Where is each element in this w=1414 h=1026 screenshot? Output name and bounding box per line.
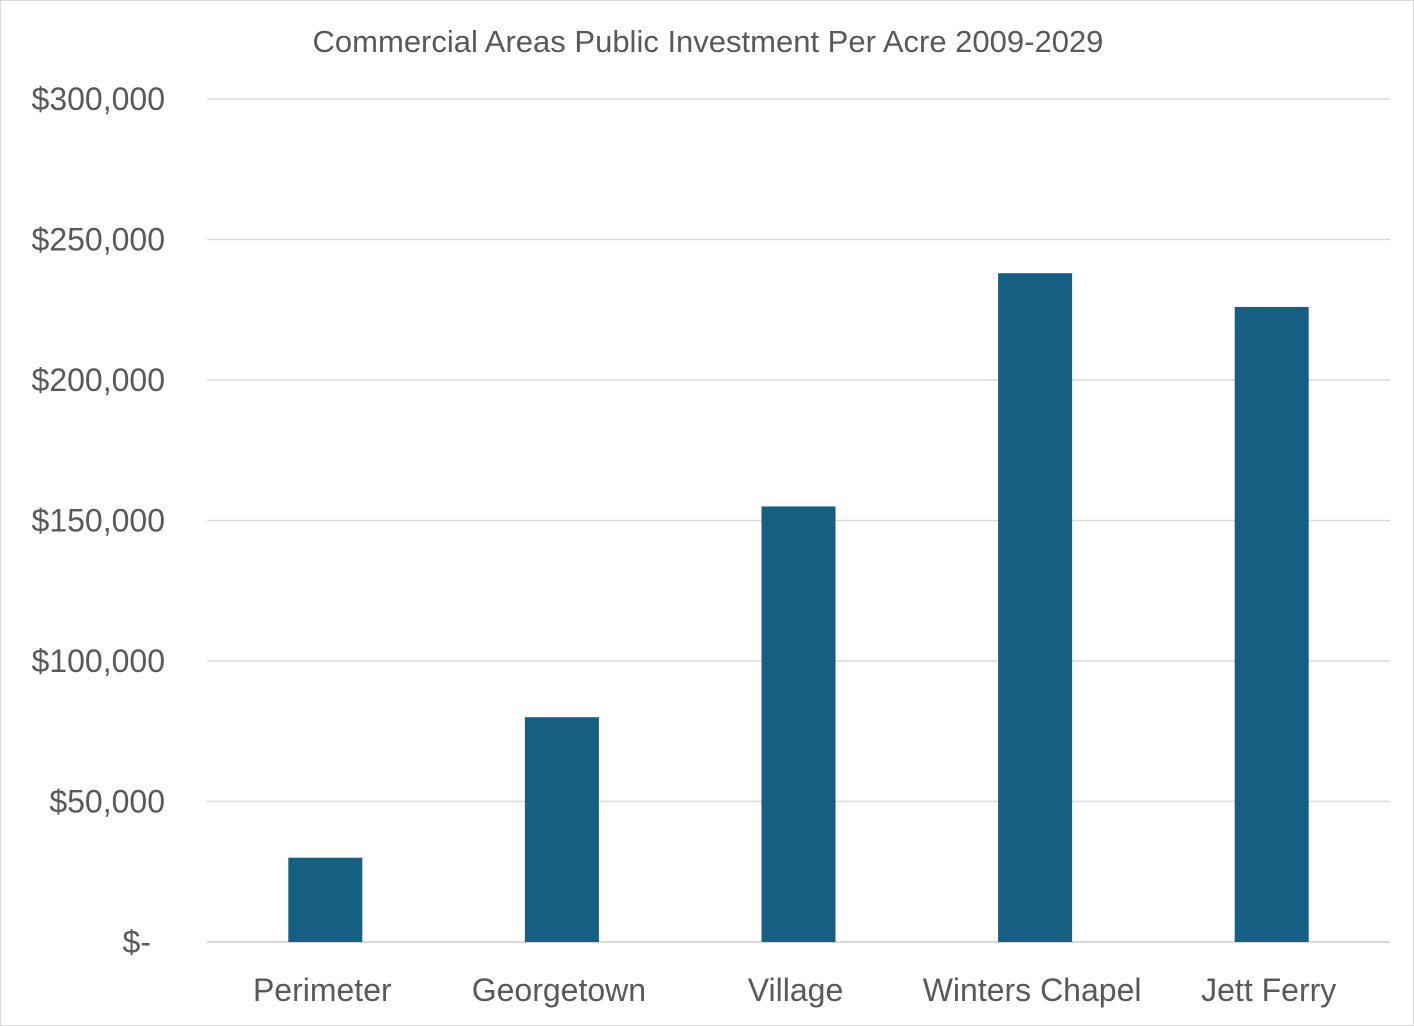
bar-georgetown bbox=[524, 717, 599, 942]
x-category-label: Jett Ferry bbox=[1201, 972, 1336, 1008]
y-tick-label: $300,000 bbox=[32, 81, 165, 117]
bar-jett-ferry bbox=[1234, 306, 1309, 942]
y-tick-label: $250,000 bbox=[32, 222, 165, 258]
x-category-label: Winters Chapel bbox=[923, 972, 1142, 1008]
bar-village bbox=[761, 506, 836, 942]
x-category-label: Georgetown bbox=[472, 972, 646, 1008]
x-category-label: Village bbox=[748, 972, 843, 1008]
chart-title: Commercial Areas Public Investment Per A… bbox=[313, 24, 1104, 59]
y-tick-label: $100,000 bbox=[32, 643, 165, 679]
y-axis-tick-labels: $- $50,000 $100,000 $150,000 $200,000 $250,00… bbox=[32, 81, 165, 960]
bars bbox=[288, 273, 1309, 943]
bar-winters-chapel bbox=[998, 273, 1073, 943]
y-tick-label: $50,000 bbox=[49, 784, 165, 820]
x-category-label: Perimeter bbox=[253, 972, 392, 1008]
y-tick-label: $150,000 bbox=[32, 503, 165, 539]
y-tick-label: $- bbox=[123, 924, 151, 960]
x-axis-category-labels: Perimeter Georgetown Village Winters Chapel… bbox=[253, 972, 1336, 1008]
gridlines bbox=[207, 98, 1390, 943]
y-tick-label: $200,000 bbox=[32, 362, 165, 398]
bar-perimeter bbox=[288, 857, 363, 942]
